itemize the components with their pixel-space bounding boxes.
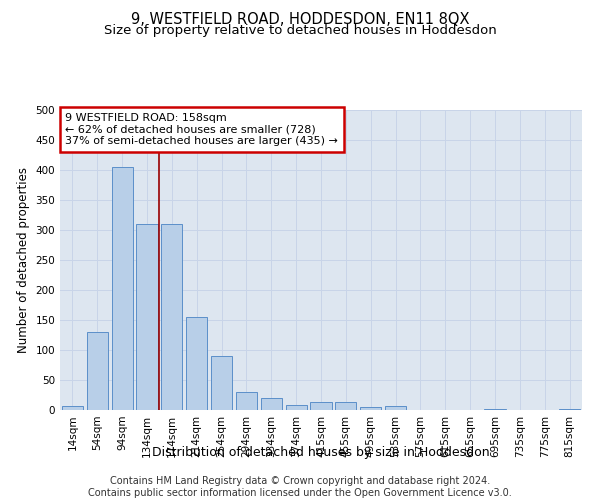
- Bar: [186, 317, 207, 410]
- Text: 9 WESTFIELD ROAD: 158sqm
← 62% of detached houses are smaller (728)
37% of semi-: 9 WESTFIELD ROAD: 158sqm ← 62% of detach…: [65, 113, 338, 146]
- Bar: [261, 398, 282, 410]
- Bar: [286, 405, 307, 410]
- Bar: [559, 409, 580, 410]
- Bar: [335, 402, 356, 410]
- Text: Size of property relative to detached houses in Hoddesdon: Size of property relative to detached ho…: [104, 24, 496, 37]
- Bar: [360, 407, 381, 410]
- Bar: [484, 409, 506, 410]
- Bar: [385, 406, 406, 410]
- Bar: [87, 332, 108, 410]
- Text: Contains HM Land Registry data © Crown copyright and database right 2024.
Contai: Contains HM Land Registry data © Crown c…: [88, 476, 512, 498]
- Bar: [112, 167, 133, 410]
- Text: 9, WESTFIELD ROAD, HODDESDON, EN11 8QX: 9, WESTFIELD ROAD, HODDESDON, EN11 8QX: [131, 12, 469, 28]
- Bar: [161, 224, 182, 410]
- Bar: [236, 392, 257, 410]
- Bar: [136, 224, 158, 410]
- Y-axis label: Number of detached properties: Number of detached properties: [17, 167, 30, 353]
- Bar: [62, 406, 83, 410]
- Text: Distribution of detached houses by size in Hoddesdon: Distribution of detached houses by size …: [152, 446, 490, 459]
- Bar: [310, 402, 332, 410]
- Bar: [211, 356, 232, 410]
